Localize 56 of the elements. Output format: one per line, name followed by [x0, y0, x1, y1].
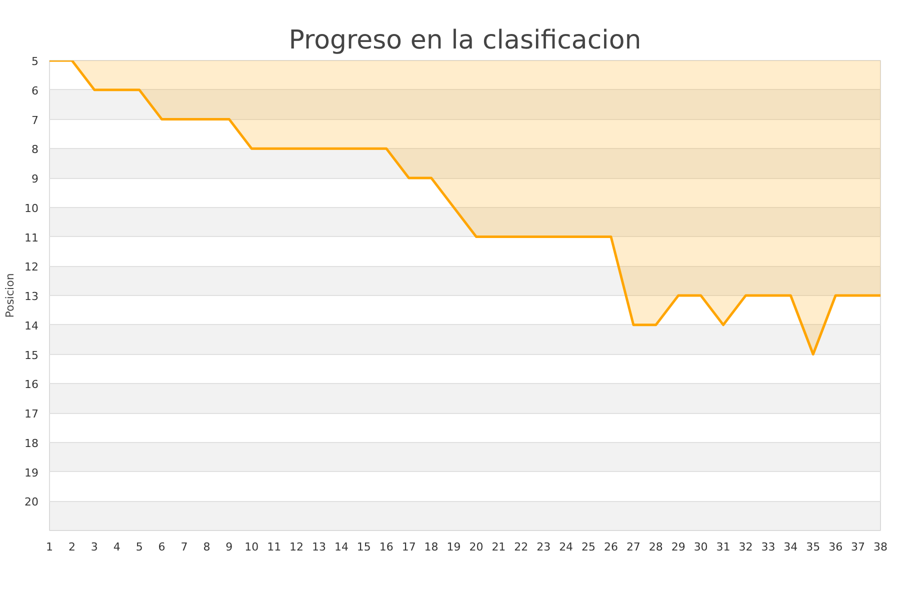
- x-tick-label: 26: [604, 540, 618, 554]
- x-tick-label: 25: [582, 540, 596, 554]
- y-axis-title: Posicion: [4, 273, 17, 318]
- x-tick-label: 19: [446, 540, 461, 554]
- x-tick-label: 33: [761, 540, 776, 554]
- x-tick-label: 36: [828, 540, 843, 554]
- y-tick-label: 8: [32, 143, 38, 156]
- chart-title: Progreso en la clasificacion: [288, 26, 642, 56]
- x-tick-label: 20: [469, 540, 484, 554]
- y-tick-label: 7: [32, 114, 38, 127]
- y-tick-label: 5: [32, 55, 38, 68]
- y-tick-label: 17: [24, 408, 39, 420]
- y-tick-label: 12: [24, 260, 39, 274]
- x-tick-label: 37: [851, 540, 866, 554]
- y-tick-label: 11: [24, 231, 39, 244]
- x-tick-label: 11: [267, 540, 282, 554]
- x-tick-label: 31: [716, 540, 730, 554]
- x-tick-label: 16: [379, 540, 394, 554]
- y-tick-label: 6: [32, 84, 38, 98]
- x-tick-label: 34: [784, 540, 798, 554]
- x-tick-label: 1: [46, 540, 53, 554]
- x-tick-label: 23: [536, 540, 551, 554]
- x-tick-label: 29: [671, 540, 686, 554]
- y-tick-label: 19: [24, 466, 39, 480]
- x-tick-label: 15: [356, 540, 371, 554]
- y-tick-label: 15: [24, 348, 39, 362]
- y-tick-label: 14: [24, 319, 39, 332]
- x-tick-label: 17: [402, 540, 416, 554]
- x-tick-label: 2: [68, 540, 76, 554]
- x-tick-label: 30: [694, 540, 708, 554]
- x-tick-label: 3: [90, 540, 98, 554]
- y-tick-label: 13: [24, 290, 39, 303]
- x-tick-label: 35: [806, 540, 820, 554]
- x-tick-label: 13: [312, 540, 326, 554]
- y-tick-label: 16: [24, 378, 39, 392]
- x-tick-label: 7: [180, 540, 188, 554]
- x-tick-label: 32: [738, 540, 753, 554]
- x-tick-label: 9: [226, 540, 233, 554]
- x-tick-label: 8: [203, 540, 210, 554]
- x-tick-label: 38: [874, 540, 888, 554]
- x-tick-label: 4: [113, 540, 120, 554]
- y-tick-label: 20: [24, 496, 39, 509]
- x-tick-label: 28: [648, 540, 663, 554]
- y-tick-label: 9: [32, 172, 38, 186]
- x-tick-label: 18: [424, 540, 438, 554]
- x-tick-label: 6: [158, 540, 166, 554]
- y-tick-label: 18: [24, 436, 39, 450]
- x-tick-label: 12: [290, 540, 304, 554]
- x-tick-label: 21: [492, 540, 506, 554]
- x-tick-label: 14: [334, 540, 348, 554]
- x-tick-label: 5: [136, 540, 143, 554]
- x-tick-label: 27: [626, 540, 640, 554]
- y-tick-label: 10: [24, 202, 39, 215]
- x-tick-label: 10: [244, 540, 259, 554]
- x-tick-label: 22: [514, 540, 528, 554]
- x-tick-label: 24: [559, 540, 574, 554]
